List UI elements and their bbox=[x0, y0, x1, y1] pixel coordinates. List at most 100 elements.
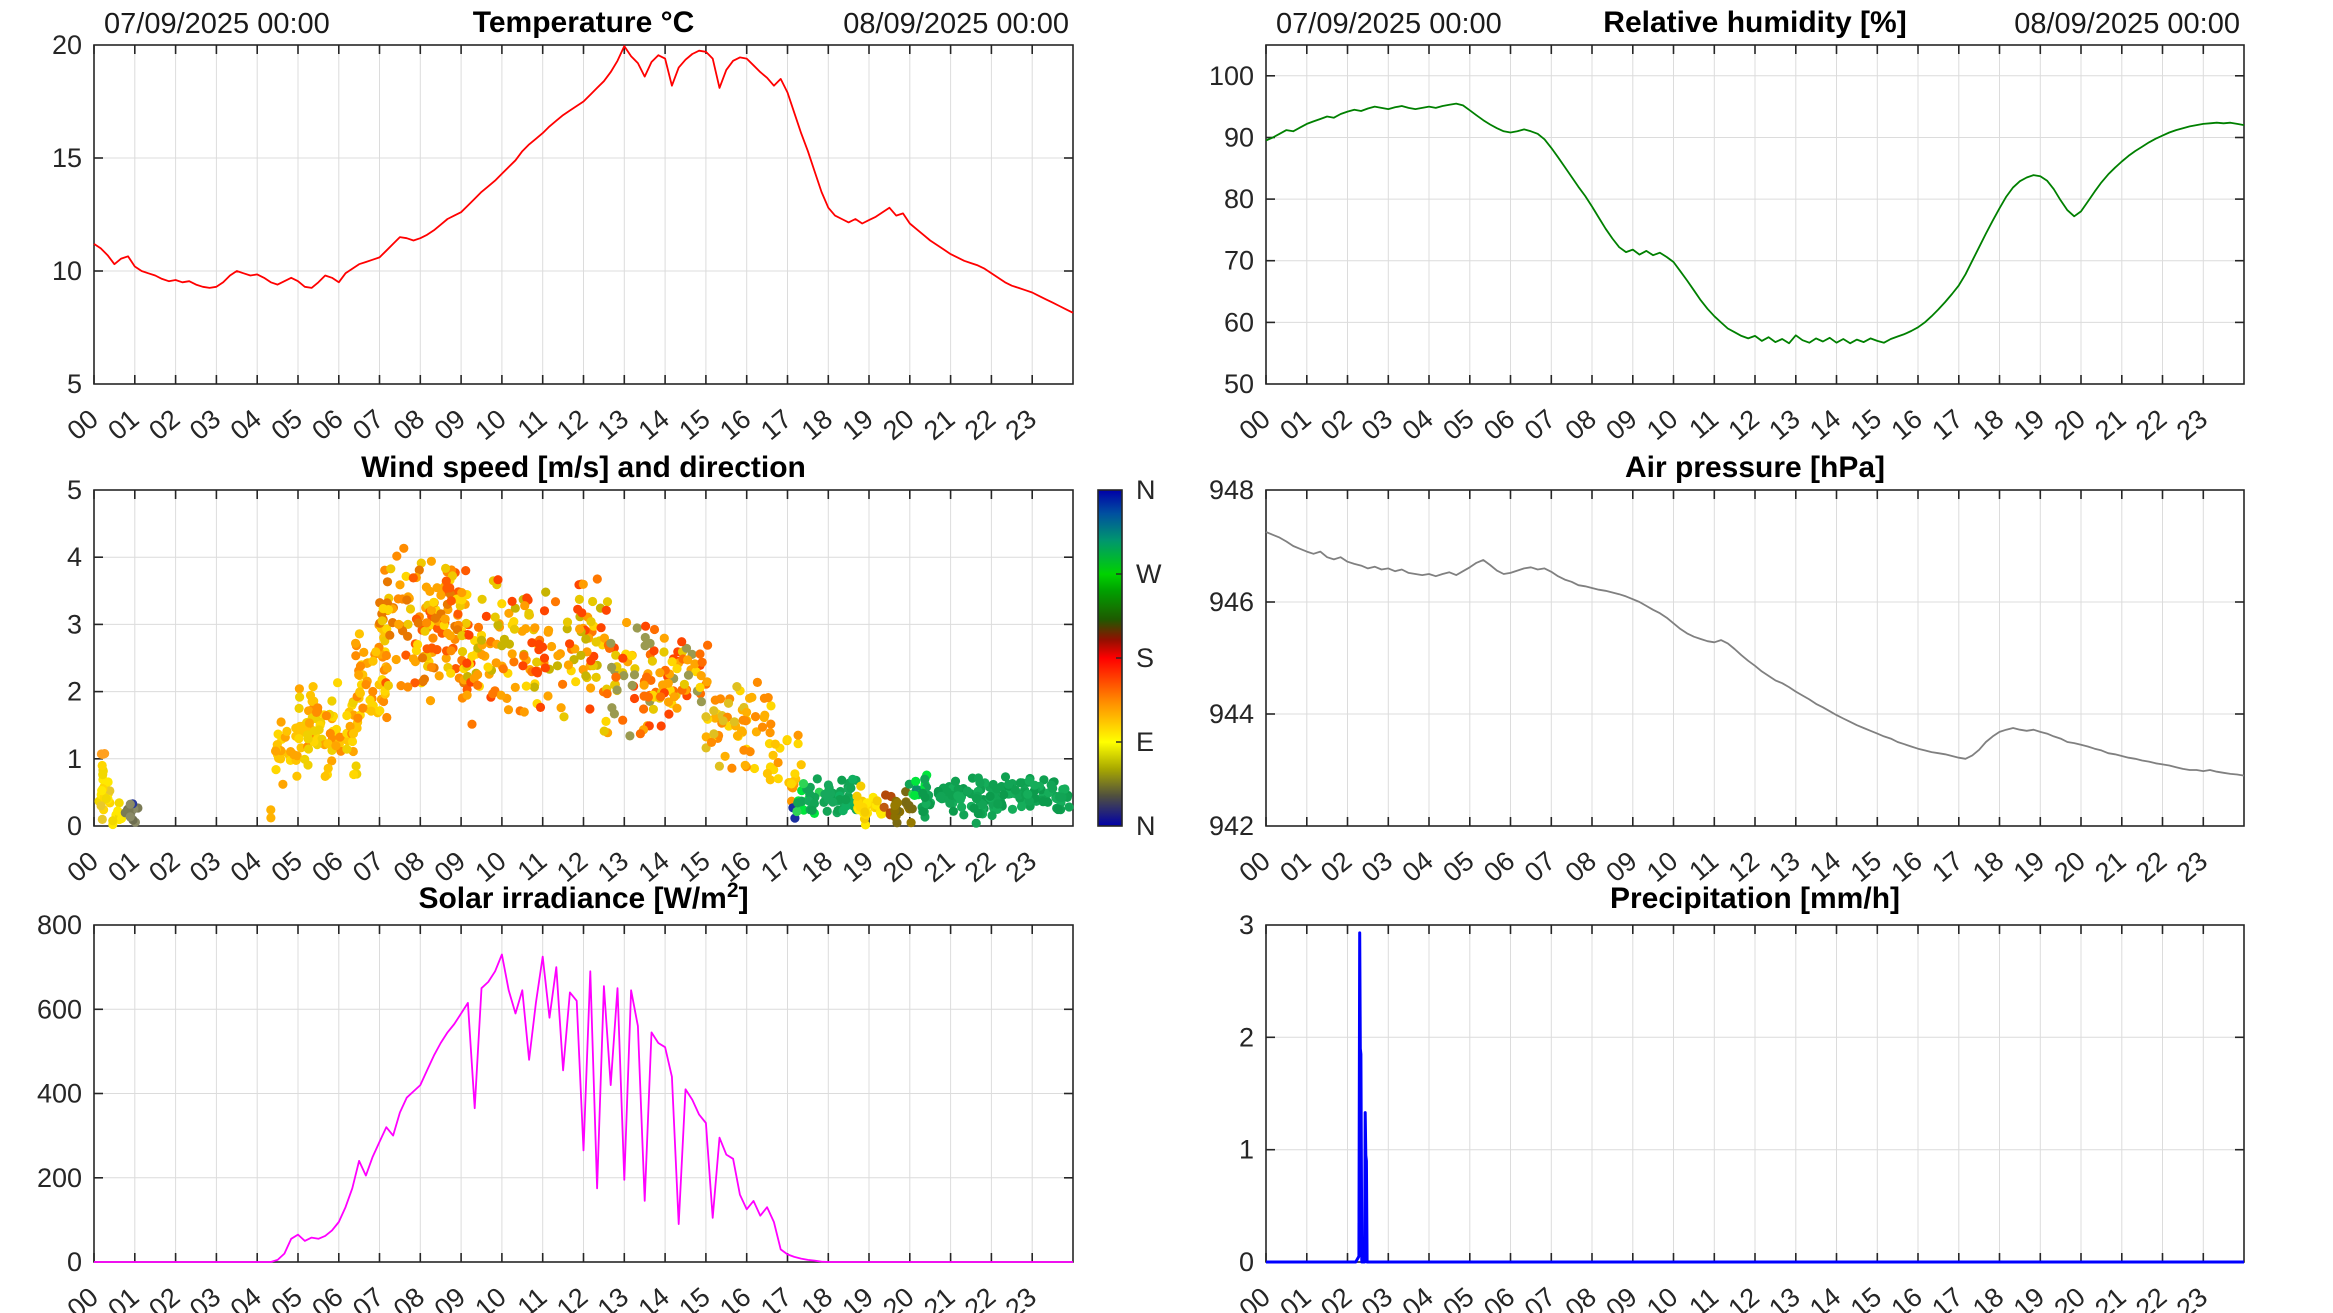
x-tick-label: 22 bbox=[2130, 404, 2172, 446]
wind-point bbox=[97, 786, 107, 796]
x-tick-label: 11 bbox=[512, 846, 553, 887]
wind-point bbox=[383, 605, 393, 615]
wind-point bbox=[659, 647, 669, 657]
x-tick-label: 06 bbox=[306, 1282, 348, 1313]
wind-point bbox=[1010, 785, 1021, 795]
wind-point bbox=[812, 774, 822, 784]
x-tick-label: 03 bbox=[1356, 1282, 1398, 1313]
wind-point bbox=[304, 718, 314, 728]
wind-point bbox=[918, 806, 928, 817]
wind-point bbox=[426, 662, 436, 672]
x-tick-label: 07 bbox=[347, 404, 389, 446]
wind-point bbox=[860, 807, 870, 817]
wind-point bbox=[910, 790, 920, 801]
x-tick-label: 06 bbox=[1478, 1282, 1520, 1313]
wind-point bbox=[805, 789, 815, 799]
wind-point bbox=[971, 818, 981, 828]
wind-point bbox=[659, 633, 669, 643]
wind-point bbox=[488, 689, 498, 699]
wind-point bbox=[585, 704, 595, 714]
wind-point bbox=[393, 594, 403, 604]
x-tick-label: 04 bbox=[225, 1282, 267, 1313]
tick-marks bbox=[1265, 490, 2244, 826]
wind-point bbox=[701, 712, 711, 722]
wind-point bbox=[950, 776, 961, 786]
wind-point bbox=[98, 770, 108, 780]
wind-point bbox=[403, 631, 413, 641]
wind-point bbox=[703, 640, 713, 650]
x-tick-label: 00 bbox=[1234, 404, 1276, 446]
tick-marks bbox=[1265, 45, 2244, 384]
wind-point bbox=[962, 786, 973, 796]
wind-point bbox=[441, 563, 451, 574]
wind-point bbox=[607, 703, 617, 713]
wind-point bbox=[413, 618, 423, 628]
wind-point bbox=[368, 656, 378, 666]
wind-point bbox=[518, 661, 528, 671]
wind-point bbox=[641, 621, 651, 631]
x-tick-label: 03 bbox=[184, 846, 226, 888]
wind-point bbox=[757, 722, 768, 732]
x-tick-label: 12 bbox=[1723, 404, 1765, 446]
x-tick-label: 11 bbox=[1683, 846, 1724, 887]
wind-point bbox=[501, 638, 511, 648]
x-tick-label: 09 bbox=[1600, 846, 1642, 888]
x-tick-label: 23 bbox=[2171, 404, 2213, 446]
x-tick-label: 20 bbox=[877, 404, 919, 446]
x-tick-label: 00 bbox=[62, 404, 104, 446]
y-tick-label: 200 bbox=[37, 1163, 82, 1193]
wind-point bbox=[625, 731, 635, 741]
x-tick-label: 18 bbox=[1967, 404, 2009, 446]
x-tick-label: 10 bbox=[469, 1282, 511, 1313]
x-tick-label: 21 bbox=[918, 846, 960, 888]
wind-point bbox=[574, 594, 585, 605]
wind-point bbox=[601, 716, 611, 727]
y-tick-label: 0 bbox=[1239, 1247, 1254, 1277]
x-tick-label: 23 bbox=[1000, 846, 1042, 888]
wind-point bbox=[303, 744, 314, 754]
wind-point bbox=[1064, 802, 1074, 812]
y-tick-label: 90 bbox=[1224, 123, 1254, 153]
wind-point bbox=[611, 672, 621, 682]
wind-point bbox=[427, 643, 437, 653]
wind-point bbox=[432, 583, 442, 593]
x-tick-label: 07 bbox=[1519, 1282, 1561, 1313]
x-tick-label: 13 bbox=[1763, 1282, 1805, 1313]
wind-point bbox=[562, 624, 572, 634]
wind-point bbox=[635, 729, 646, 739]
x-tick-label: 23 bbox=[2171, 846, 2213, 888]
wind-point bbox=[351, 651, 361, 661]
x-tick-label: 10 bbox=[1641, 846, 1683, 888]
x-tick-label: 18 bbox=[796, 404, 838, 446]
x-tick-label: 22 bbox=[959, 1282, 1001, 1313]
wind-point bbox=[985, 791, 995, 802]
wind-point bbox=[507, 596, 517, 607]
x-tick-label: 11 bbox=[512, 404, 553, 445]
y-tick-label: 0 bbox=[67, 1247, 82, 1277]
y-tick-label: 946 bbox=[1209, 587, 1254, 617]
wind-point bbox=[920, 774, 930, 784]
wind-point bbox=[667, 657, 677, 667]
wind-point bbox=[97, 814, 107, 825]
wind-point bbox=[366, 706, 376, 716]
wind-point bbox=[1007, 804, 1018, 814]
wind-point bbox=[773, 774, 783, 784]
x-tick-label: 07 bbox=[347, 1282, 389, 1313]
wind-point bbox=[113, 806, 123, 816]
x-tick-label: 15 bbox=[673, 846, 715, 888]
x-tick-label: 08 bbox=[1560, 1282, 1602, 1313]
wind-point bbox=[100, 749, 110, 759]
x-tick-label: 01 bbox=[1274, 404, 1316, 446]
wind-point bbox=[434, 671, 444, 681]
gridlines bbox=[94, 925, 1073, 1262]
wind-point bbox=[327, 696, 337, 706]
wind-point bbox=[534, 639, 544, 649]
wind-point bbox=[351, 638, 361, 648]
wind-point bbox=[690, 659, 700, 669]
wind-point bbox=[766, 719, 776, 729]
wind-point bbox=[365, 695, 375, 705]
